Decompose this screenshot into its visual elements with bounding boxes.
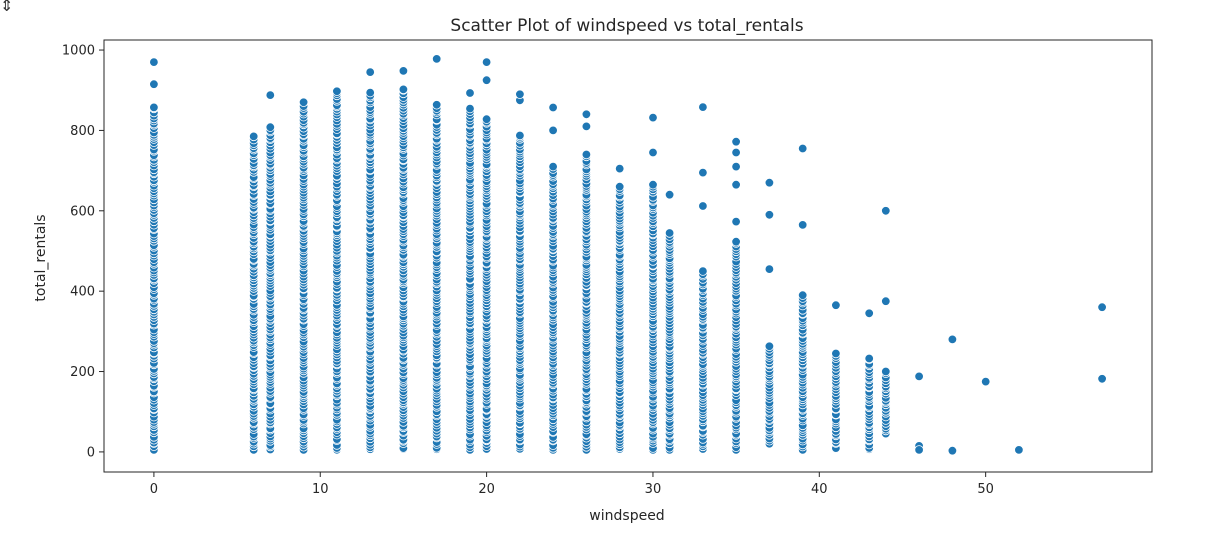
data-point xyxy=(298,97,309,108)
data-point xyxy=(664,189,675,200)
data-point xyxy=(648,179,658,190)
x-tick-label: 20 xyxy=(478,482,495,497)
data-point xyxy=(432,54,442,64)
data-point xyxy=(914,371,924,382)
data-point xyxy=(798,220,808,230)
data-point xyxy=(465,88,475,98)
x-tick-label: 30 xyxy=(645,482,662,497)
y-axis-label: total_rentals xyxy=(33,214,49,301)
data-point xyxy=(864,353,874,364)
data-point xyxy=(481,75,492,85)
x-tick-label: 10 xyxy=(312,482,329,497)
data-point xyxy=(149,79,159,89)
y-axis: 0 200 400 600 800 1000 xyxy=(62,44,104,460)
data-point xyxy=(731,236,741,247)
chart-title: Scatter Plot of windspeed vs total_renta… xyxy=(450,16,803,36)
data-point xyxy=(881,296,891,306)
data-point xyxy=(947,334,958,345)
data-point xyxy=(731,147,741,158)
data-point xyxy=(864,308,874,319)
data-point xyxy=(548,102,558,113)
data-point xyxy=(764,341,775,352)
data-point xyxy=(1097,302,1107,312)
data-point xyxy=(515,130,525,141)
data-point xyxy=(615,181,625,192)
data-point xyxy=(615,163,625,174)
y-tick-label: 800 xyxy=(70,124,95,139)
data-point xyxy=(914,445,924,455)
x-tick-label: 50 xyxy=(977,482,994,497)
data-point xyxy=(764,210,775,220)
data-point xyxy=(365,67,375,77)
data-point xyxy=(664,228,675,238)
data-point xyxy=(731,179,741,190)
y-tick-label: 600 xyxy=(70,204,95,219)
data-point xyxy=(548,161,558,172)
data-point xyxy=(764,264,775,274)
data-point xyxy=(515,89,525,100)
data-point xyxy=(764,177,775,188)
data-point xyxy=(398,84,409,95)
data-point xyxy=(398,66,409,76)
data-point xyxy=(798,290,808,300)
data-point xyxy=(481,114,492,124)
data-point xyxy=(648,112,658,123)
data-point xyxy=(149,57,159,67)
data-point xyxy=(265,90,276,100)
data-point xyxy=(798,143,808,154)
data-point xyxy=(481,57,492,67)
data-point xyxy=(981,376,991,387)
x-tick-label: 0 xyxy=(150,482,158,497)
plot-frame xyxy=(103,39,1153,473)
y-tick-label: 200 xyxy=(70,365,95,380)
data-point xyxy=(581,149,592,160)
data-point xyxy=(698,102,708,112)
data-point xyxy=(731,136,741,147)
x-axis: 0 10 20 30 40 50 xyxy=(150,472,994,497)
y-tick-label: 400 xyxy=(70,285,95,300)
data-point xyxy=(1014,445,1024,455)
data-point xyxy=(698,201,708,211)
data-point xyxy=(698,167,708,178)
scroll-indicator-icon: ⇕ xyxy=(0,0,14,15)
data-point xyxy=(731,161,741,172)
data-point xyxy=(698,266,708,276)
data-point xyxy=(831,348,841,359)
x-tick-label: 40 xyxy=(811,482,828,497)
data-point xyxy=(731,216,741,227)
data-point xyxy=(332,86,342,97)
data-point xyxy=(149,102,159,113)
data-point xyxy=(581,121,592,132)
data-point xyxy=(548,125,558,136)
data-point xyxy=(248,131,259,142)
data-point xyxy=(1097,374,1107,384)
data-point xyxy=(831,300,841,310)
y-tick-label: 1000 xyxy=(62,44,95,59)
data-point xyxy=(432,100,442,110)
data-point xyxy=(881,366,891,377)
points-layer xyxy=(149,54,1107,456)
data-point xyxy=(648,147,658,158)
y-tick-label: 0 xyxy=(87,445,95,460)
data-point xyxy=(947,446,958,456)
data-point xyxy=(265,122,276,132)
data-point xyxy=(581,109,592,120)
x-axis-label: windspeed xyxy=(589,508,664,524)
data-point xyxy=(365,87,375,98)
data-point xyxy=(881,206,891,216)
data-point xyxy=(465,103,475,114)
